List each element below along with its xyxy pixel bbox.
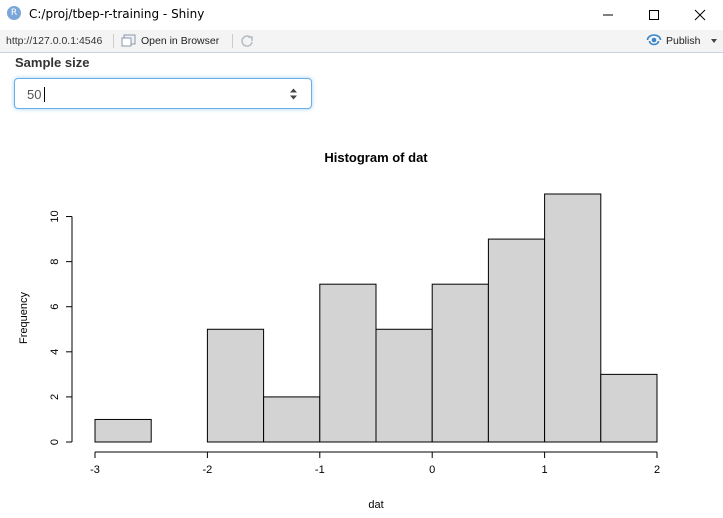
y-tick-label: 6 <box>49 304 61 310</box>
histogram-plot: Histogram of dat dat Frequency -3 -2 -1 0 1 2… <box>18 150 660 511</box>
y-tick-label: 0 <box>49 439 61 445</box>
sample-size-input[interactable]: 50 <box>14 78 312 109</box>
histogram-bar <box>375 328 433 443</box>
r-app-icon: R <box>7 6 21 20</box>
maximize-button[interactable] <box>631 0 677 30</box>
publish-button[interactable]: Publish <box>646 33 720 49</box>
minimize-icon <box>603 14 613 16</box>
y-axis-label: Frequency <box>18 292 30 344</box>
window-title: C:/proj/tbep-r-training - Shiny <box>29 7 205 21</box>
x-tick-label: 0 <box>429 464 435 476</box>
histogram-bar <box>487 238 546 443</box>
histogram-bar <box>263 396 321 443</box>
close-button[interactable] <box>677 0 723 30</box>
publish-icon <box>646 34 662 46</box>
y-tick-label: 8 <box>49 259 61 265</box>
y-tick-label: 4 <box>49 349 61 355</box>
histogram-bar <box>94 418 152 443</box>
viewer-toolbar: http://127.0.0.1:4546 Open in Browser Pu… <box>0 30 723 53</box>
x-tick-label: -2 <box>203 464 213 476</box>
x-tick-label: -1 <box>315 464 325 476</box>
publish-label: Publish <box>666 35 701 47</box>
histogram-bar <box>206 328 265 443</box>
toolbar-divider <box>232 34 233 48</box>
sample-size-value: 50 <box>27 87 42 102</box>
histogram-bar <box>600 373 658 443</box>
maximize-icon <box>649 10 659 20</box>
chevron-down-icon <box>711 39 717 43</box>
sample-size-label: Sample size <box>15 55 90 70</box>
refresh-icon[interactable] <box>240 34 254 48</box>
y-tick-label: 2 <box>49 394 61 400</box>
url-text: http://127.0.0.1:4546 <box>6 35 103 47</box>
open-in-browser-label: Open in Browser <box>141 35 220 47</box>
toolbar-divider <box>113 34 114 48</box>
x-tick-label: 1 <box>542 464 548 476</box>
close-icon <box>694 9 706 21</box>
minimize-button[interactable] <box>585 0 631 30</box>
x-axis-label: dat <box>368 499 383 511</box>
histogram-bar <box>431 283 489 443</box>
spinner-icon[interactable] <box>289 87 298 101</box>
text-cursor <box>44 87 45 102</box>
open-browser-icon <box>121 34 136 47</box>
y-tick-label: 10 <box>49 210 61 222</box>
x-tick-label: -3 <box>90 464 100 476</box>
x-tick-label: 2 <box>654 464 660 476</box>
plot-title: Histogram of dat <box>324 150 428 165</box>
histogram-bar <box>544 193 602 443</box>
histogram-bar <box>319 283 377 443</box>
window-titlebar: R C:/proj/tbep-r-training - Shiny <box>0 0 723 30</box>
